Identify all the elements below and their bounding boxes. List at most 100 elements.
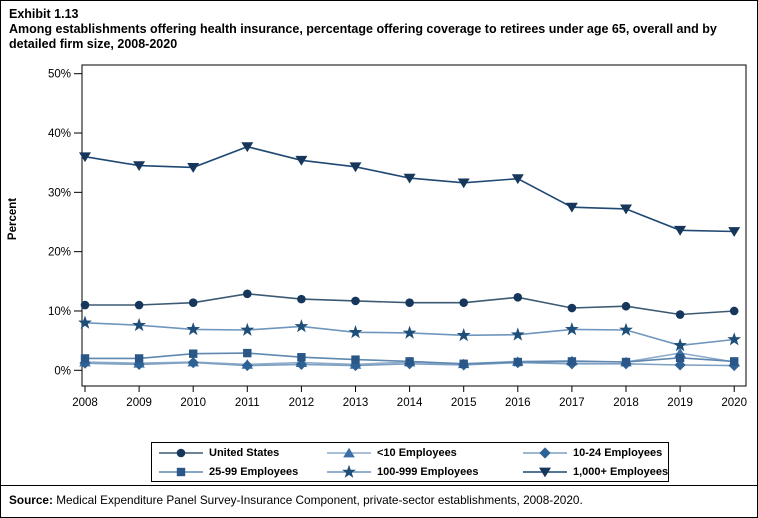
- x-axis-tick-label: 2012: [289, 397, 315, 409]
- legend-label: 10-24 Employees: [573, 446, 663, 459]
- legend-item-25-99-employees: 25-99 Employees: [158, 464, 326, 480]
- x-axis-tick-label: 2010: [180, 397, 206, 409]
- data-point-marker: [351, 355, 360, 364]
- data-point-marker: [730, 357, 739, 366]
- data-point-marker: [728, 227, 741, 237]
- 100-999-employees-marker-icon: [327, 464, 371, 478]
- legend-label: United States: [209, 446, 280, 459]
- x-axis-tick-label: 2008: [72, 397, 98, 409]
- y-axis-title: Percent: [7, 198, 19, 240]
- series-line: [84, 145, 735, 233]
- data-point-marker: [187, 163, 200, 173]
- data-point-marker: [674, 359, 686, 371]
- x-axis-tick-label: 2020: [721, 397, 747, 409]
- y-axis-tick-label: 40%: [48, 128, 71, 140]
- x-axis-tick-label: 2014: [397, 397, 423, 409]
- series-100-999-employees: [78, 315, 742, 352]
- data-point-marker: [240, 322, 255, 336]
- 10-24-employees-marker-icon: [523, 446, 567, 459]
- source-label: Source:: [9, 493, 53, 507]
- data-point-marker: [351, 296, 360, 306]
- y-axis-tick-label: 50%: [48, 69, 71, 81]
- x-axis-tick-label: 2016: [505, 397, 531, 409]
- data-point-marker: [295, 155, 308, 166]
- data-point-marker: [79, 152, 91, 163]
- data-point-marker: [539, 467, 551, 477]
- data-point-marker: [295, 358, 307, 370]
- data-point-marker: [348, 325, 363, 339]
- data-point-marker: [176, 448, 186, 457]
- data-point-marker: [134, 354, 144, 363]
- data-point-marker: [567, 303, 577, 313]
- x-axis-tick-label: 2011: [235, 397, 260, 409]
- data-point-marker: [80, 354, 90, 363]
- data-point-marker: [294, 319, 309, 333]
- data-point-marker: [510, 327, 525, 341]
- data-point-marker: [459, 298, 469, 307]
- data-point-marker: [176, 467, 186, 476]
- x-axis-tick-label: 2019: [667, 397, 693, 409]
- data-point-marker: [539, 446, 551, 459]
- data-point-marker: [134, 300, 144, 310]
- data-point-marker: [188, 298, 198, 307]
- x-axis-tick-label: 2018: [613, 397, 639, 409]
- data-point-marker: [459, 359, 468, 368]
- data-point-marker: [80, 300, 90, 310]
- data-point-marker: [402, 325, 417, 339]
- legend-label: 100-999 Employees: [377, 465, 479, 478]
- x-axis-tick-label: 2015: [451, 397, 477, 409]
- data-point-marker: [132, 317, 146, 332]
- source-text: Medical Expenditure Panel Survey-Insuran…: [52, 493, 583, 507]
- data-point-marker: [621, 301, 631, 311]
- data-point-marker: [511, 174, 524, 185]
- y-axis-tick-label: 0%: [54, 365, 71, 377]
- data-point-marker: [405, 298, 414, 307]
- data-point-marker: [567, 357, 577, 366]
- legend-label: 1,000+ Employees: [573, 465, 669, 478]
- series-united-states: [80, 289, 739, 319]
- data-point-marker: [513, 357, 522, 367]
- data-point-marker: [565, 202, 578, 213]
- data-point-marker: [243, 289, 252, 299]
- y-axis-tick-label: 30%: [48, 187, 71, 199]
- y-axis-tick-label: 10%: [48, 306, 71, 318]
- data-point-marker: [186, 322, 201, 336]
- data-point-marker: [78, 315, 92, 329]
- data-point-marker: [133, 358, 145, 370]
- legend-label: 25-99 Employees: [209, 465, 299, 478]
- data-point-marker: [457, 178, 470, 189]
- plot-area: [81, 64, 747, 387]
- data-point-marker: [343, 447, 355, 457]
- x-axis-tick-label: 2013: [343, 397, 369, 409]
- 25-99-employees-marker-icon: [159, 467, 203, 476]
- exhibit-label: Exhibit 1.13: [9, 7, 79, 21]
- data-point-marker: [79, 357, 91, 369]
- data-point-marker: [403, 173, 416, 184]
- data-point-marker: [456, 328, 471, 342]
- footer-divider: [1, 485, 757, 486]
- data-point-marker: [297, 294, 306, 304]
- data-point-marker: [674, 225, 687, 236]
- data-point-marker: [241, 359, 253, 372]
- data-point-marker: [189, 349, 198, 358]
- data-point-marker: [619, 322, 633, 336]
- united-states-marker-icon: [159, 448, 203, 457]
- data-point-marker: [513, 293, 523, 302]
- x-axis-tick-label: 2017: [559, 397, 585, 409]
- series-25-99-employees: [80, 348, 739, 368]
- legend-item-united-states: United States: [158, 445, 326, 461]
- data-point-marker: [565, 322, 579, 336]
- 1000-plus-employees-marker-icon: [523, 467, 567, 477]
- data-point-marker: [727, 332, 742, 346]
- chart-title-block: Exhibit 1.13 Among establishments offeri…: [9, 7, 756, 52]
- data-point-marker: [405, 357, 414, 366]
- data-point-marker: [187, 356, 199, 369]
- data-point-marker: [673, 338, 687, 352]
- data-point-marker: [621, 357, 631, 367]
- y-axis-tick-label: 20%: [48, 247, 71, 259]
- data-point-marker: [297, 353, 306, 362]
- data-point-marker: [729, 306, 739, 316]
- data-point-marker: [342, 464, 356, 478]
- legend-label: <10 Employees: [377, 446, 457, 459]
